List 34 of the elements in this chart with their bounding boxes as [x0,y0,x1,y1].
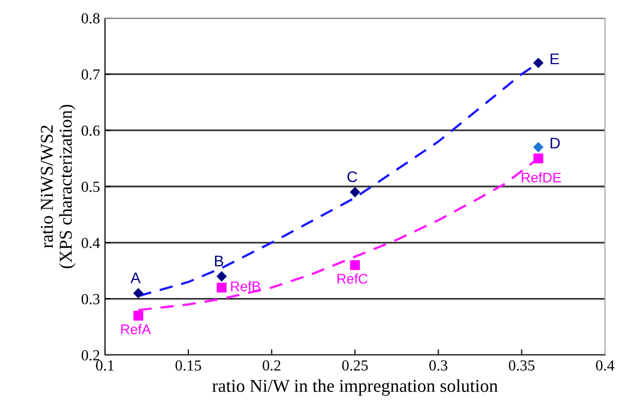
y-tick-label: 0.7 [82,69,100,80]
y-tick-label: 0.4 [82,238,100,248]
x-tick-label: 0.1 [96,360,114,371]
y-tick-label: 0.3 [82,294,100,304]
x-tick-label: 0.4 [596,360,614,371]
annotation: RefDE [522,172,561,183]
point [216,271,227,282]
annotation: E [550,54,559,64]
annotation: D [550,138,560,148]
y-tick-label: 0.6 [82,125,100,136]
annotation: C [347,171,358,182]
annotation: RefC [338,273,368,284]
y-tick-label: 0.5 [82,182,100,192]
x-tick-label: 0.3 [429,360,448,371]
point [533,58,544,68]
annotation: A [130,272,141,284]
x-axis-title: ratio Ni/W in the impregnation solution [212,379,498,396]
point [350,186,360,198]
point [533,154,544,164]
point [133,310,144,321]
x-tick-label: 0.15 [176,360,202,371]
y-tick-label: 0.2 [82,350,100,361]
x-tick-label: 0.2 [262,360,280,371]
point [216,282,227,293]
y-axis-title: ratio NiWS/WS2 (XPS characterization) [40,104,76,268]
point [350,260,360,270]
y-tick-label: 0.8 [82,13,100,24]
annotation: RefB [231,281,260,292]
x-tick-label: 0.25 [342,360,368,371]
annotation: B [215,256,224,266]
x-tick-label: 0.35 [508,360,534,371]
point [533,142,544,152]
point [133,288,144,298]
annotation: RefA [121,324,151,334]
